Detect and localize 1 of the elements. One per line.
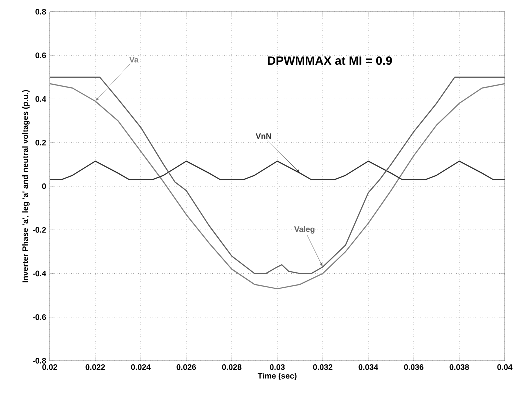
text: DPWMMAX at MI = 0.9 (268, 56, 392, 66)
